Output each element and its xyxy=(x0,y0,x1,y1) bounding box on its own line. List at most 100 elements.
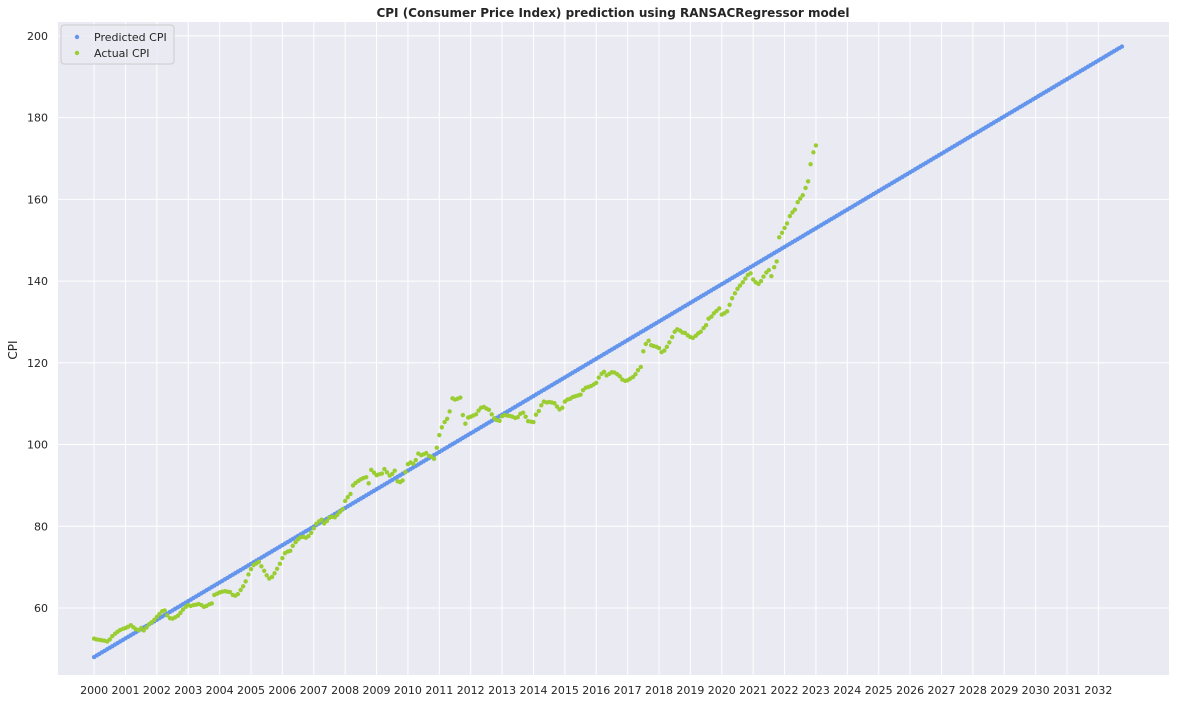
actual-cpi-point xyxy=(766,267,772,273)
actual-cpi-point xyxy=(382,466,387,472)
actual-cpi-point xyxy=(774,259,779,264)
x-tick-label: 2019 xyxy=(676,684,704,697)
actual-cpi-point xyxy=(515,414,520,420)
actual-cpi-point xyxy=(157,611,162,617)
actual-cpi-point xyxy=(366,481,371,486)
actual-cpi-point xyxy=(269,574,275,580)
actual-cpi-point xyxy=(227,589,233,595)
x-tick-label: 2021 xyxy=(739,684,767,697)
x-tick-label: 2003 xyxy=(174,684,202,697)
x-tick-label: 2013 xyxy=(488,684,516,697)
x-tick-label: 2009 xyxy=(363,684,391,697)
actual-cpi-point xyxy=(735,286,740,292)
actual-cpi-point xyxy=(209,601,214,606)
actual-cpi-point xyxy=(717,306,722,311)
actual-cpi-point xyxy=(643,341,649,347)
actual-cpi-point xyxy=(489,412,494,417)
actual-cpi-point xyxy=(384,470,390,475)
actual-cpi-point xyxy=(423,450,429,456)
y-tick-label: 60 xyxy=(34,602,48,615)
legend-label-actual: Actual CPI xyxy=(94,47,150,60)
actual-cpi-point xyxy=(280,555,285,561)
actual-cpi-point xyxy=(811,150,816,155)
x-tick-label: 2002 xyxy=(143,684,171,697)
actual-cpi-point xyxy=(460,412,466,418)
legend-marker-predicted xyxy=(74,34,80,40)
actual-cpi-point xyxy=(792,207,798,212)
x-tick-label: 2031 xyxy=(1053,684,1081,697)
actual-cpi-point xyxy=(379,471,385,476)
chart-title: CPI (Consumer Price Index) prediction us… xyxy=(376,6,849,20)
actual-cpi-point xyxy=(596,375,601,380)
actual-cpi-point xyxy=(369,467,374,473)
actual-cpi-point xyxy=(162,608,167,613)
actual-cpi-point xyxy=(154,614,160,620)
actual-cpi-point xyxy=(630,374,636,380)
predicted-cpi-point xyxy=(1119,44,1125,49)
actual-cpi-point xyxy=(578,392,583,397)
x-tick-label: 2001 xyxy=(111,684,139,697)
actual-cpi-point xyxy=(248,566,254,572)
actual-cpi-point xyxy=(729,296,735,301)
actual-cpi-point xyxy=(439,425,445,430)
actual-cpi-point xyxy=(107,637,112,642)
actual-cpi-point xyxy=(476,408,481,413)
actual-cpi-point xyxy=(638,364,644,370)
actual-cpi-point xyxy=(787,213,793,219)
actual-cpi-point xyxy=(756,281,761,287)
actual-cpi-point xyxy=(533,412,539,417)
y-tick-label: 120 xyxy=(27,357,48,370)
actual-cpi-point xyxy=(552,401,557,406)
actual-cpi-point xyxy=(246,572,251,577)
actual-cpi-point xyxy=(165,613,170,618)
actual-cpi-point xyxy=(813,143,819,148)
actual-cpi-point xyxy=(335,512,340,518)
actual-cpi-point xyxy=(288,548,293,553)
actual-cpi-point xyxy=(175,613,181,618)
x-tick-label: 2000 xyxy=(80,684,108,697)
x-tick-label: 2011 xyxy=(425,684,453,697)
actual-cpi-point xyxy=(256,559,262,565)
actual-cpi-point xyxy=(264,573,269,578)
x-tick-label: 2006 xyxy=(268,684,296,697)
actual-cpi-point xyxy=(669,334,675,340)
x-tick-label: 2007 xyxy=(300,684,328,697)
actual-cpi-point xyxy=(790,210,795,215)
actual-cpi-point xyxy=(698,329,703,334)
actual-cpi-point xyxy=(431,456,437,462)
actual-cpi-point xyxy=(180,607,186,612)
actual-cpi-point xyxy=(311,526,316,531)
legend: Predicted CPI Actual CPI xyxy=(60,24,175,65)
actual-cpi-point xyxy=(345,495,350,500)
actual-cpi-point xyxy=(259,564,264,569)
actual-cpi-point xyxy=(497,418,502,424)
actual-cpi-point xyxy=(737,283,743,288)
actual-cpi-point xyxy=(240,584,246,589)
actual-cpi-point xyxy=(309,530,314,535)
x-tick-label: 2032 xyxy=(1084,684,1112,697)
actual-cpi-point xyxy=(703,323,709,328)
actual-cpi-point xyxy=(178,610,183,616)
actual-cpi-point xyxy=(617,374,622,379)
actual-cpi-point xyxy=(748,271,753,276)
actual-cpi-point xyxy=(803,185,808,191)
actual-cpi-point xyxy=(740,280,746,285)
x-tick-label: 2026 xyxy=(896,684,924,697)
x-tick-label: 2020 xyxy=(708,684,736,697)
actual-cpi-point xyxy=(664,344,670,350)
actual-cpi-point xyxy=(594,380,599,386)
actual-cpi-point xyxy=(144,625,149,630)
x-tick-label: 2030 xyxy=(1022,684,1050,697)
actual-cpi-point xyxy=(434,445,440,450)
x-tick-label: 2014 xyxy=(519,684,547,697)
actual-cpi-point xyxy=(486,407,492,412)
actual-cpi-point xyxy=(646,338,651,343)
x-tick-label: 2004 xyxy=(206,684,234,697)
actual-cpi-point xyxy=(800,193,805,198)
actual-cpi-point xyxy=(539,403,544,408)
actual-cpi-point xyxy=(411,461,416,466)
actual-cpi-point xyxy=(808,162,813,167)
x-tick-label: 2017 xyxy=(614,684,642,697)
